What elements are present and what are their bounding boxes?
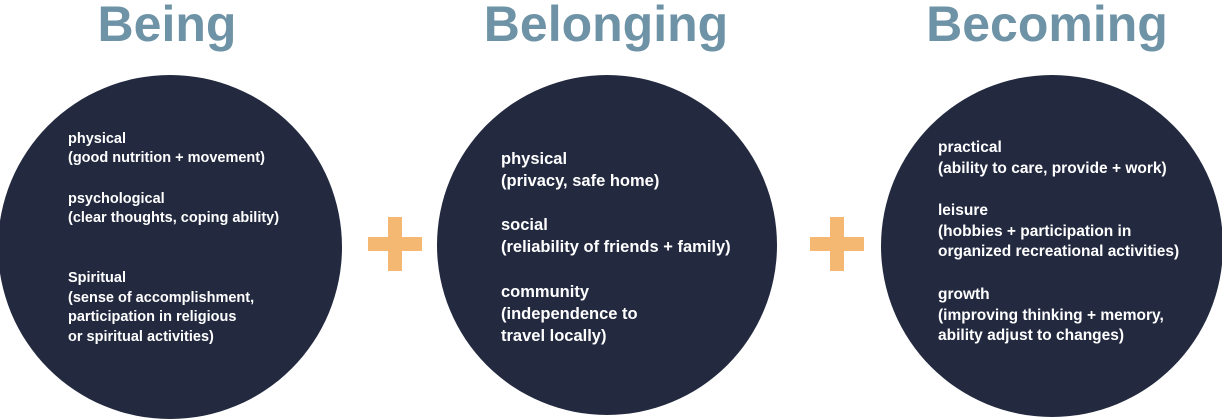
being-psychological-item: psychological (clear thoughts, coping ab… (68, 190, 279, 228)
item-detail: (clear thoughts, coping ability) (68, 210, 280, 226)
item-detail: (privacy, safe home) (501, 172, 660, 190)
belonging-physical-item: physical (privacy, safe home) (501, 148, 659, 192)
plus-icon (810, 217, 864, 271)
item-label: community (501, 283, 590, 301)
being-heading: Being (97, 0, 237, 52)
being-spiritual-item: Spiritual (sense of accomplishment, part… (68, 269, 254, 347)
being-physical-item: physical (good nutrition + movement) (68, 130, 265, 168)
item-label: Spiritual (68, 270, 127, 286)
becoming-growth-item: growth (improving thinking + memory, abi… (938, 285, 1164, 347)
item-detail: (sense of accomplishment, (68, 289, 255, 306)
item-detail: (reliability of friends + family) (501, 238, 731, 256)
becoming-heading: Becoming (926, 0, 1168, 52)
item-detail: travel locally) (501, 327, 607, 345)
plus-icon (368, 217, 422, 271)
item-label: practical (938, 139, 1002, 156)
item-detail: participation in religious (68, 309, 237, 325)
belonging-community-item: community (independence to travel locall… (501, 281, 638, 347)
item-detail: (ability to care, provide + work) (938, 159, 1167, 177)
being-circle (0, 75, 342, 419)
item-label: leisure (938, 202, 988, 219)
item-detail: organized recreational activities) (938, 243, 1180, 260)
item-detail: (improving thinking + memory, (938, 306, 1164, 324)
item-label: physical (501, 150, 568, 168)
item-label: growth (938, 286, 990, 303)
becoming-leisure-item: leisure (hobbies + participation in orga… (938, 201, 1179, 263)
belonging-heading: Belonging (483, 0, 729, 52)
item-detail: ability adjust to changes) (938, 327, 1125, 344)
item-detail: (good nutrition + movement) (68, 150, 265, 166)
becoming-circle (881, 75, 1222, 417)
becoming-practical-item: practical (ability to care, provide + wo… (938, 138, 1167, 179)
belonging-social-item: social (reliability of friends + family) (501, 214, 731, 258)
item-label: physical (68, 131, 127, 147)
item-detail: or spiritual activities) (68, 328, 214, 345)
item-detail: (hobbies + participation in (938, 222, 1132, 240)
item-label: psychological (68, 191, 165, 207)
item-label: social (501, 216, 548, 234)
belonging-circle (437, 75, 777, 415)
item-detail: (independence to (501, 305, 638, 323)
